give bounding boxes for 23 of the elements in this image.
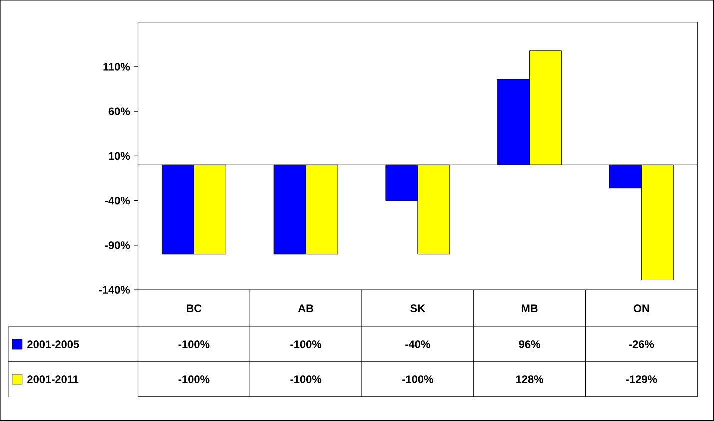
data-label: 96% — [519, 340, 540, 348]
y-tick-label: 110% — [104, 62, 130, 71]
legend-label: 2001-2011 — [28, 375, 79, 384]
y-tick-label: -140% — [99, 286, 130, 294]
data-label: 128% — [516, 375, 544, 384]
data-label: -100% — [178, 375, 210, 384]
data-label: -100% — [290, 375, 322, 384]
y-tick-label: 60% — [108, 108, 130, 116]
data-label: -100% — [402, 375, 434, 384]
y-tick-label: -40% — [105, 196, 130, 205]
x-tick-label: BC — [187, 304, 202, 312]
data-label: -40% — [406, 340, 430, 348]
x-tick-label: ON — [634, 304, 650, 312]
x-tick-label: AB — [298, 304, 314, 312]
data-label: -26% — [629, 340, 654, 348]
x-tick-label: MB — [522, 304, 538, 312]
x-tick-label: SK — [410, 304, 426, 312]
legend-label: 2001-2005 — [28, 340, 80, 348]
data-label: -100% — [290, 340, 322, 348]
y-tick-label: 10% — [109, 152, 130, 160]
y-tick-label: -90% — [105, 241, 130, 250]
data-label: -100% — [178, 340, 210, 348]
data-label: -129% — [626, 375, 658, 384]
